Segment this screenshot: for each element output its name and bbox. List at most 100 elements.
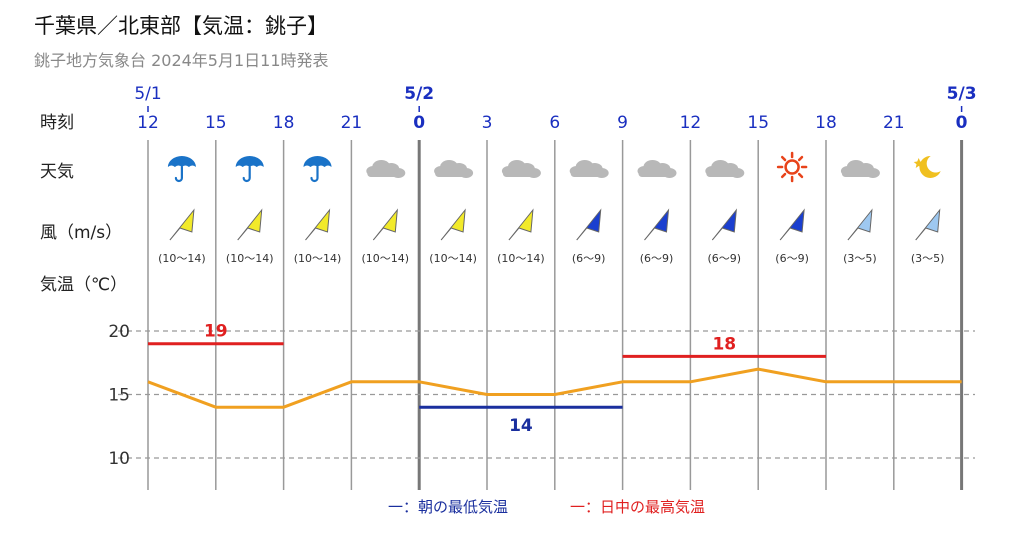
wind-row: (10～14) (10～14) (10～14) (10～14) (10～14) (10～1… (158, 208, 945, 265)
wind-arrow-icon (644, 208, 670, 241)
date-label: 5/1 (134, 84, 161, 104)
moon-crescent (919, 155, 941, 178)
legend: 一：朝の最低気温 一：日中の最高気温 (388, 498, 705, 516)
time-label: 21 (341, 113, 363, 133)
wind-speed-label: (10～14) (158, 252, 206, 265)
cloud-icon (434, 160, 474, 178)
rain-umbrella-icon (235, 156, 264, 183)
sun-ray (797, 155, 804, 162)
wind-arrow-shape (372, 208, 398, 241)
cloud-puff (662, 168, 677, 178)
wind-arrow-icon (576, 208, 602, 241)
wind-arrow-shape (305, 208, 331, 241)
time-label: 18 (273, 113, 295, 133)
time-labels: 12 15 18 21 0 3 6 9 12 15 18 21 0 (137, 113, 967, 133)
time-label: 12 (680, 113, 702, 133)
wind-arrow-icon (847, 208, 873, 241)
sun-ray (780, 172, 787, 179)
time-label: 18 (815, 113, 837, 133)
wind-arrow-icon (711, 208, 737, 241)
wind-speed-label: (3～5) (911, 252, 945, 265)
wind-speed-label: (10～14) (429, 252, 477, 265)
row-label-temp: 気温（℃） (40, 275, 127, 295)
date-label: 5/3 (947, 84, 977, 104)
cloud-icon (705, 160, 745, 178)
wind-arrow-icon (440, 208, 466, 241)
wind-arrow-icon (915, 208, 941, 241)
umbrella-handle (174, 165, 183, 183)
time-label: 6 (549, 113, 560, 133)
wind-speed-label: (6～9) (640, 252, 674, 265)
wind-arrow-shape (237, 208, 263, 241)
cloud-icon (501, 160, 541, 178)
row-label-time: 時刻 (40, 113, 74, 133)
sun-ray (780, 155, 787, 162)
time-label: 15 (747, 113, 769, 133)
row-labels: 時刻 天気 風（m/s） 気温（℃） (40, 113, 127, 295)
temperature-extremes: 19 14 18 (148, 322, 826, 436)
cloud-icon (637, 160, 677, 178)
rain-umbrella-icon (303, 156, 332, 183)
date-labels: 5/1 5/2 5/3 (134, 84, 977, 112)
min-temp-label: 14 (509, 416, 533, 436)
cloud-icon (366, 160, 406, 178)
y-tick-label: 20 (108, 322, 130, 342)
cloud-puff (730, 168, 745, 178)
wind-arrow-shape (508, 208, 534, 241)
sun-core (784, 159, 800, 175)
wind-arrow-shape (169, 208, 195, 241)
rain-umbrella-icon (167, 156, 196, 183)
cloud-puff (526, 168, 541, 178)
wind-arrow-shape (440, 208, 466, 241)
max-temp-label: 18 (712, 334, 736, 354)
time-label: 0 (413, 113, 425, 133)
wind-speed-label: (10～14) (497, 252, 545, 265)
column-grid (147, 140, 964, 490)
page-subtitle: 銚子地方気象台 2024年5月1日11時発表 (34, 51, 329, 70)
y-tick-label: 10 (108, 449, 130, 469)
wind-speed-label: (10～14) (362, 252, 410, 265)
wind-arrow-shape (915, 208, 941, 241)
wind-arrow-icon (372, 208, 398, 241)
wind-speed-label: (6～9) (775, 252, 809, 265)
wind-arrow-shape (711, 208, 737, 241)
wind-arrow-shape (779, 208, 805, 241)
wind-speed-label: (3～5) (843, 252, 877, 265)
y-tick-label: 15 (108, 386, 130, 406)
wind-arrow-shape (847, 208, 873, 241)
umbrella-canopy (235, 156, 264, 167)
row-label-weather: 天気 (40, 162, 74, 182)
time-label: 0 (956, 113, 968, 133)
legend-min-label: 一：朝の最低気温 (388, 498, 508, 516)
wind-arrow-icon (305, 208, 331, 241)
sun-icon (776, 151, 808, 183)
time-label: 15 (205, 113, 227, 133)
time-label: 21 (883, 113, 905, 133)
sun-ray (797, 172, 804, 179)
wind-speed-label: (10～14) (226, 252, 274, 265)
temperature-gridlines: 20 15 10 (108, 322, 975, 469)
time-label: 9 (617, 113, 628, 133)
wind-arrow-shape (576, 208, 602, 241)
umbrella-handle (242, 165, 251, 183)
cloud-puff (594, 168, 609, 178)
umbrella-handle (310, 165, 319, 183)
weather-icons (167, 151, 941, 183)
cloud-puff (391, 168, 406, 178)
page-title: 千葉県／北東部【気温：銚子】 (34, 14, 328, 38)
cloud-puff (865, 168, 880, 178)
cloud-puff (459, 168, 474, 178)
wind-speed-label: (6～9) (572, 252, 606, 265)
legend-max-label: 一：日中の最高気温 (570, 498, 705, 516)
wind-arrow-icon (237, 208, 263, 241)
wind-arrow-icon (508, 208, 534, 241)
cloud-icon (840, 160, 880, 178)
max-temp-label: 19 (204, 322, 228, 342)
time-label: 3 (482, 113, 493, 133)
temperature-line-group (147, 367, 962, 409)
row-label-wind: 風（m/s） (40, 223, 122, 243)
time-label: 12 (137, 113, 159, 133)
cloud-icon (569, 160, 609, 178)
wind-arrow-icon (779, 208, 805, 241)
